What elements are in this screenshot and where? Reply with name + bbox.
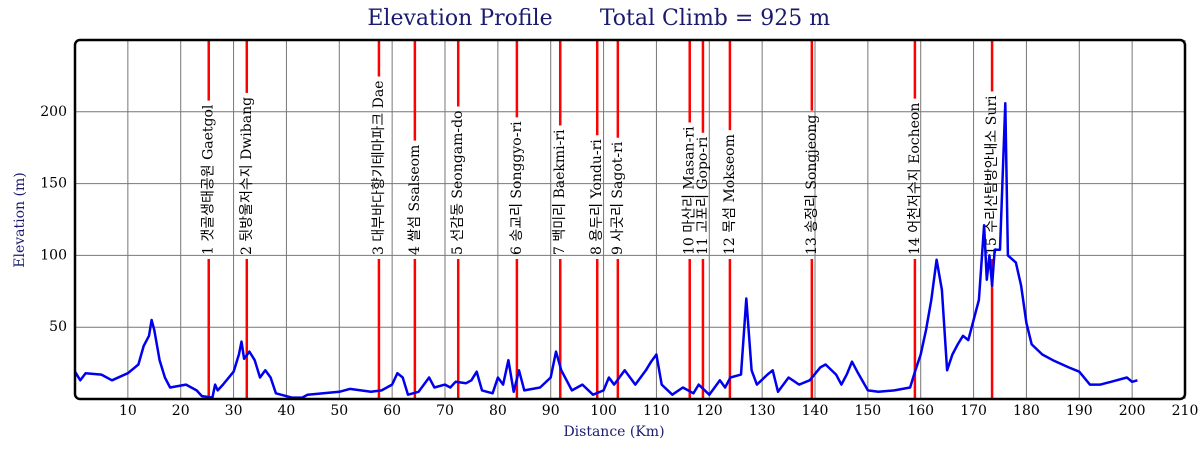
x-tick-label: 90: [542, 403, 560, 419]
station-label: 8 용두리 Yondu-ri: [589, 139, 605, 255]
station-label: 6 송교리 Songgyo-ri: [509, 121, 525, 255]
x-tick-label: 150: [854, 403, 881, 419]
y-tick-label: 200: [40, 104, 67, 120]
station-label: 2 뒷방울저수지 Dwibang: [239, 97, 255, 255]
x-tick-label: 50: [330, 403, 348, 419]
x-tick-label: 70: [436, 403, 454, 419]
x-tick-label: 40: [278, 403, 296, 419]
x-tick-label: 60: [383, 403, 401, 419]
x-tick-label: 140: [802, 403, 829, 419]
station-label: 14 어천저수지 Eocheon: [907, 103, 923, 255]
station-label: 9 사곳리 Sagot-ri: [610, 141, 626, 255]
station-label: 4 쌀섬 Ssalseom: [407, 145, 423, 255]
station-label: 15 수리산탐방안내소 Suri: [984, 95, 1000, 255]
station-label: 10 마산리 Masan-ri: [682, 126, 698, 255]
y-tick-label: 100: [40, 247, 67, 263]
x-tick-label: 120: [696, 403, 723, 419]
station-label: 7 백미리 Baekmi-ri: [552, 129, 568, 255]
x-axis-label: Distance (Km): [563, 424, 664, 440]
station-label: 12 목섬 Mokseom: [722, 134, 738, 255]
x-tick-label: 170: [960, 403, 987, 419]
y-axis-label: Elevation (m): [12, 172, 28, 267]
x-tick-label: 30: [225, 403, 243, 419]
x-tick-label: 110: [643, 403, 670, 419]
station-label: 13 송정리 Songjeong: [804, 115, 820, 255]
x-tick-label: 80: [489, 403, 507, 419]
station-label: 11 고포리 Gopo-ri: [695, 136, 711, 255]
elevation-line: [73, 101, 1138, 399]
x-tick-label: 20: [172, 403, 190, 419]
y-tick-label: 150: [40, 176, 67, 192]
x-tick-label: 190: [1066, 403, 1093, 419]
x-tick-label: 210: [1172, 403, 1199, 419]
x-tick-label: 10: [119, 403, 137, 419]
chart-subtitle: Total Climb = 925 m: [600, 6, 830, 31]
x-tick-label: 130: [749, 403, 776, 419]
plot-border: [73, 38, 1187, 401]
station-label: 1 갯골생태공원 Gaetgol: [201, 104, 217, 255]
chart-title: Elevation Profile: [367, 6, 552, 31]
x-tick-label: 180: [1013, 403, 1040, 419]
x-tick-label: 160: [907, 403, 934, 419]
station-label: 5 선감동 Seongam-do: [450, 111, 466, 255]
y-tick-label: 50: [49, 319, 67, 335]
x-tick-label: 100: [590, 403, 617, 419]
station-label: 3 대부바다향기테마파크 Dae: [371, 81, 387, 255]
x-tick-label: 200: [1119, 403, 1146, 419]
